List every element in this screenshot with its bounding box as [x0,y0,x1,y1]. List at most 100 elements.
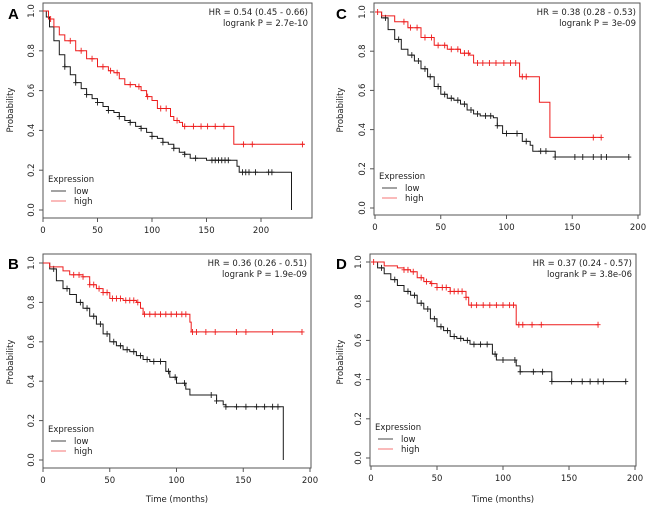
censor-mark [117,295,123,302]
censor-mark [595,378,601,385]
legend-title: Expression [375,423,421,433]
censor-mark [375,9,381,15]
censor-mark [84,91,90,98]
censor-mark [223,403,229,410]
y-tick-label: 0.8 [27,296,37,310]
plot-frame [42,2,313,219]
censor-mark [190,123,196,130]
x-tick-label: 100 [168,476,184,486]
censor-mark [465,50,471,57]
y-axis-title: Probability [6,88,16,133]
censor-mark [468,107,474,113]
censor-mark [501,59,507,66]
censor-mark [270,403,276,410]
legend-label-high: high [74,197,93,207]
censor-mark [475,110,481,117]
censor-mark [163,311,169,318]
censor-mark [141,311,147,318]
censor-mark [478,341,484,348]
censor-mark [455,97,461,104]
censor-mark [401,18,407,25]
censor-mark [145,93,151,100]
x-tick-label: 150 [198,226,214,236]
censor-mark [91,281,97,288]
panel-letter: A [8,6,19,23]
censor-mark [203,328,209,335]
y-tick-label: 0.4 [354,373,364,387]
censor-mark [442,91,448,98]
x-tick-label: 50 [92,226,103,236]
censor-mark [205,123,211,130]
x-tick-label: 150 [564,223,580,233]
censor-mark [95,99,100,106]
censor-mark [549,378,555,385]
censor-mark [494,122,500,129]
censor-mark [48,15,54,22]
censor-mark [234,328,240,335]
series-low [43,262,284,460]
censor-mark [77,299,83,306]
censor-mark [480,302,486,309]
censor-mark [212,123,218,130]
censor-mark [455,46,461,53]
censor-mark [438,323,444,330]
censor-mark [246,169,252,176]
censor-mark [590,154,596,161]
censor-mark [182,380,188,387]
legend-title: Expression [48,425,94,435]
censor-mark [116,113,122,120]
censor-mark [80,273,86,280]
survival-curve-high [375,11,602,138]
y-tick-label: 0.2 [358,162,368,176]
censor-mark [580,154,586,161]
km-panel-a: A 0.0 0.2 0.4 0.6 0.8 1.0 0 50 100 150 200 Probabili… [6,2,313,236]
censor-mark [422,65,428,72]
censor-mark [451,333,457,340]
km-panel-d: D 0.0 0.2 0.4 0.6 0.8 1.0 0 50 100 150 200 Probabili… [336,253,643,505]
censor-mark [152,311,158,318]
censor-mark [160,139,166,146]
censor-mark [486,59,492,66]
censor-mark [423,278,429,285]
censor-mark [138,125,144,132]
censor-mark [131,297,137,304]
x-tick-label: 200 [627,474,643,484]
censor-mark [595,321,601,328]
censor-mark [89,55,95,62]
logrank-p-label: logrank P = 3.8e-06 [547,270,632,280]
censor-mark [100,63,106,70]
censor-mark [418,300,424,307]
censor-mark [117,342,123,349]
censor-mark [579,378,585,385]
censor-mark [408,24,414,31]
x-tick-label: 0 [372,223,377,233]
hazard-ratio-label: HR = 0.38 (0.28 - 0.53) [537,8,636,18]
censor-mark [500,357,506,363]
censor-mark [114,69,120,76]
y-tick-label: 0.8 [358,44,368,58]
censor-mark [76,271,82,278]
y-tick-label: 0.6 [358,84,368,98]
legend-label-low: low [74,437,89,447]
y-tick-label: 1.0 [354,255,364,269]
legend-label-low: low [401,435,416,445]
y-tick-label: 0.4 [358,123,368,137]
censor-mark [379,264,385,271]
logrank-p-label: logrank P = 3e-09 [559,19,636,29]
legend-label-high: high [405,194,424,204]
y-tick-label: 0.0 [354,451,364,465]
censor-mark [73,79,79,86]
survival-curve-high [43,10,305,145]
panel-letter: D [336,256,347,273]
censor-mark [445,327,451,334]
x-tick-label: 200 [253,226,269,236]
censor-mark [463,294,469,301]
censor-mark [371,259,377,265]
censor-mark [458,335,464,342]
censor-mark [168,311,174,318]
survival-curve-low [371,261,626,383]
x-tick-label: 100 [495,474,511,484]
legend-label-low: low [74,187,89,197]
censor-mark [569,378,575,385]
